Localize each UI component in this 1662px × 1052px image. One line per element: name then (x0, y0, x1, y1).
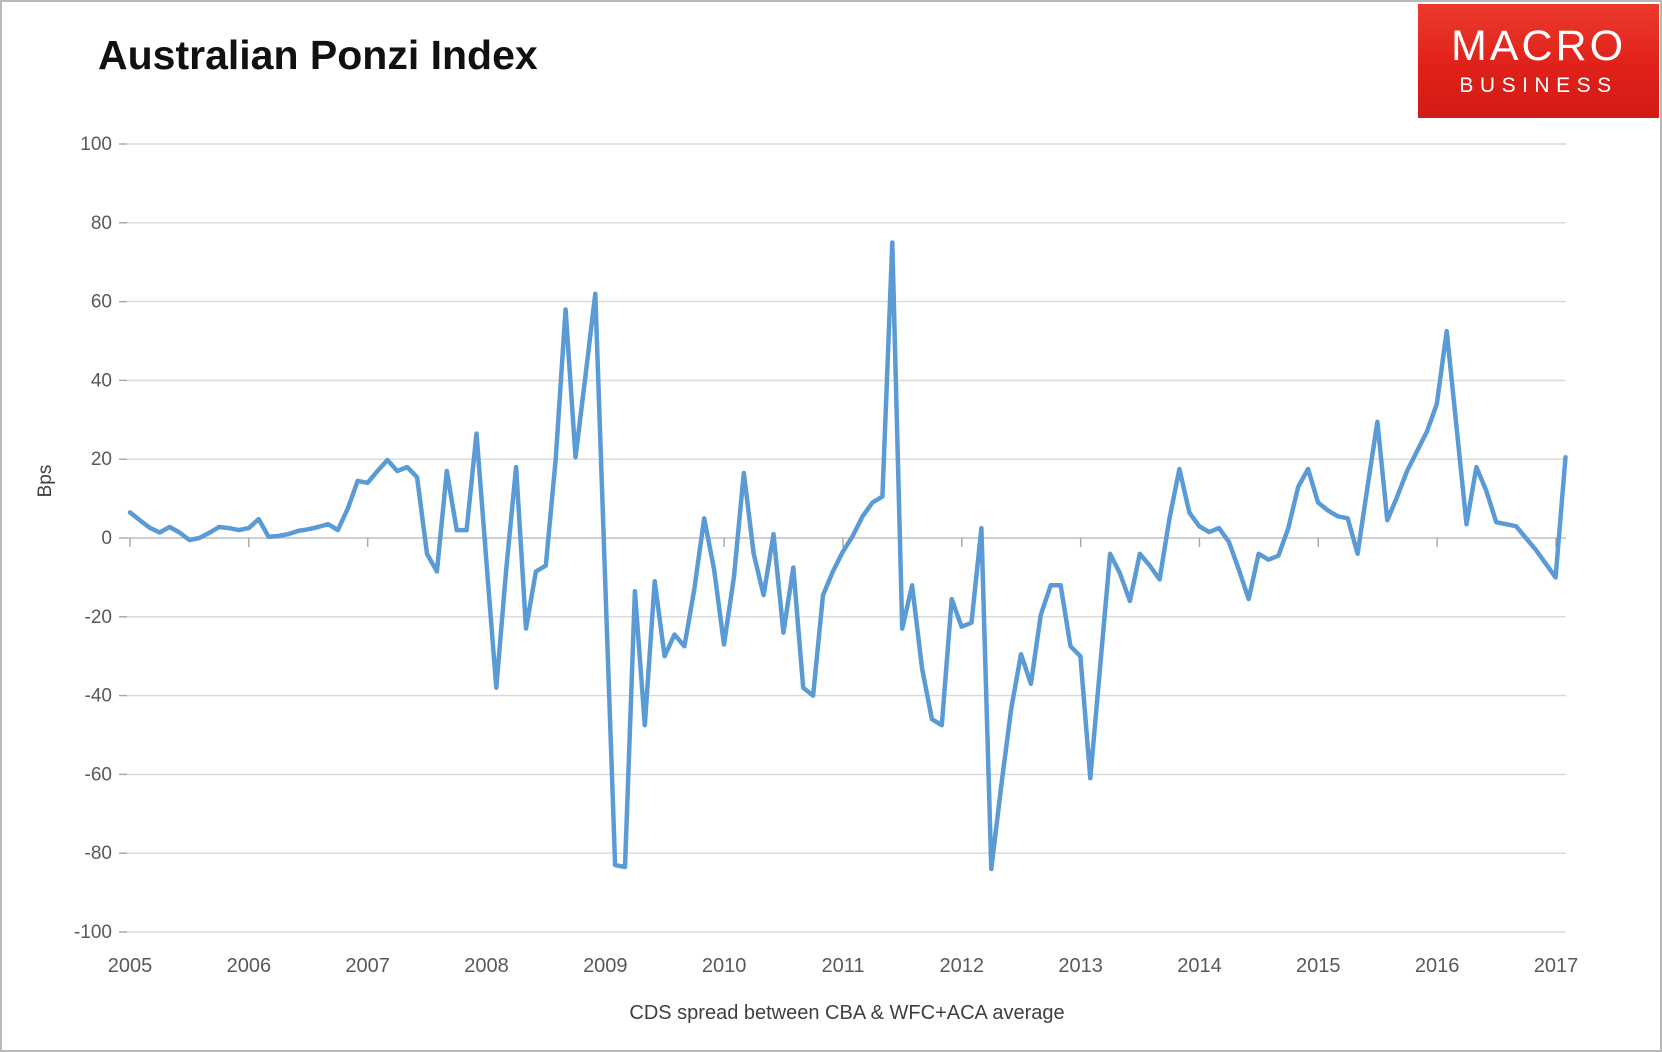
macrobusiness-logo[interactable]: MACRO BUSINESS (1418, 4, 1659, 118)
y-tick-label: -60 (85, 764, 112, 785)
x-tick-label: 2009 (583, 955, 628, 977)
y-tick-label: 80 (91, 213, 112, 234)
logo-text-business: BUSINESS (1459, 73, 1618, 97)
x-tick-label: 2013 (1058, 955, 1103, 977)
x-tick-label: 2017 (1534, 955, 1579, 977)
y-tick-label: -20 (85, 607, 112, 628)
x-tick-label: 2015 (1296, 955, 1341, 977)
x-tick-label: 2011 (821, 955, 864, 977)
x-tick-label: 2005 (108, 955, 153, 977)
series-line (127, 240, 1568, 872)
y-tick-label: 0 (101, 528, 112, 549)
x-tick-label: 2007 (345, 955, 390, 977)
y-tick-label: 40 (91, 370, 112, 391)
y-tick-label: 60 (91, 292, 112, 313)
logo-text-macro: MACRO (1450, 22, 1627, 71)
y-tick-label: -100 (74, 922, 112, 943)
x-tick-label: 2010 (702, 955, 747, 977)
x-tick-label: 2006 (227, 955, 272, 977)
y-tick-label: 100 (80, 134, 112, 155)
x-axis-title: CDS spread between CBA & WFC+ACA average (629, 1002, 1065, 1024)
x-tick-label: 2012 (940, 955, 985, 977)
y-axis-title: Bps (35, 464, 56, 498)
y-tick-label: -80 (85, 843, 112, 864)
x-tick-label: 2016 (1415, 955, 1460, 977)
y-tick-label: 20 (91, 449, 112, 470)
x-tick-label: 2014 (1177, 955, 1222, 977)
x-tick-label: 2008 (464, 955, 509, 977)
chart-title: Australian Ponzi Index (98, 32, 538, 78)
y-tick-label: -40 (85, 686, 112, 707)
